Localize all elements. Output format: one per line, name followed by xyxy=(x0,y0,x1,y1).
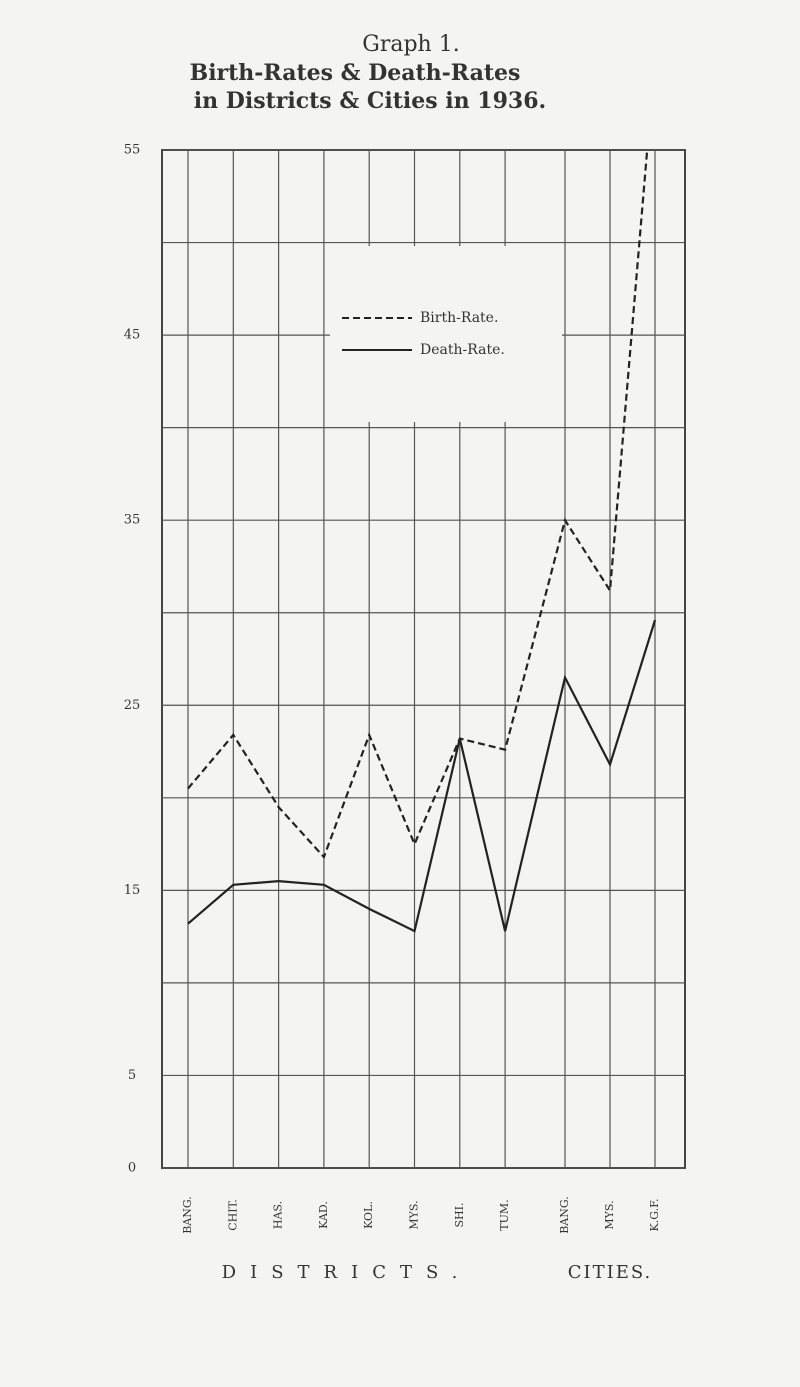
x-tick-label: MYS. xyxy=(603,1200,616,1229)
chart-subtitle: Birth-Rates & Death-Rates xyxy=(190,60,521,86)
group-label: DISTRICTS. xyxy=(222,1262,472,1283)
legend-box xyxy=(330,246,562,422)
y-tick-label: 35 xyxy=(124,513,141,528)
legend-label: Birth-Rate. xyxy=(420,310,498,326)
data-line xyxy=(187,619,657,933)
data-line xyxy=(187,150,649,860)
y-tick-label: 45 xyxy=(124,328,141,343)
x-tick-label: KAD. xyxy=(317,1201,330,1229)
x-tick-label: KOL. xyxy=(362,1201,375,1229)
y-tick-label: 15 xyxy=(124,883,141,898)
x-tick-label: SHI. xyxy=(453,1203,466,1228)
x-tick-label: TUM. xyxy=(498,1199,511,1230)
y-tick-label: 25 xyxy=(124,698,141,713)
chart-subtitle: in Districts & Cities in 1936. xyxy=(194,88,546,114)
x-tick-label: MYS. xyxy=(408,1200,421,1229)
group-label: CITIES. xyxy=(568,1262,653,1283)
y-tick-label: 5 xyxy=(128,1068,136,1083)
y-tick-label: 55 xyxy=(124,143,141,158)
chart-title: Graph 1. xyxy=(362,32,459,57)
x-tick-label: K.G.F. xyxy=(648,1198,661,1231)
legend: Birth-Rate. Death-Rate. xyxy=(330,246,562,422)
x-tick-label: BANG. xyxy=(181,1196,194,1234)
x-tick-label: BANG. xyxy=(558,1196,571,1234)
legend-label: Death-Rate. xyxy=(420,342,505,358)
y-tick-label: 0 xyxy=(128,1161,136,1176)
x-tick-label: HAS. xyxy=(272,1201,285,1229)
x-tick-label: CHIT. xyxy=(226,1199,239,1231)
